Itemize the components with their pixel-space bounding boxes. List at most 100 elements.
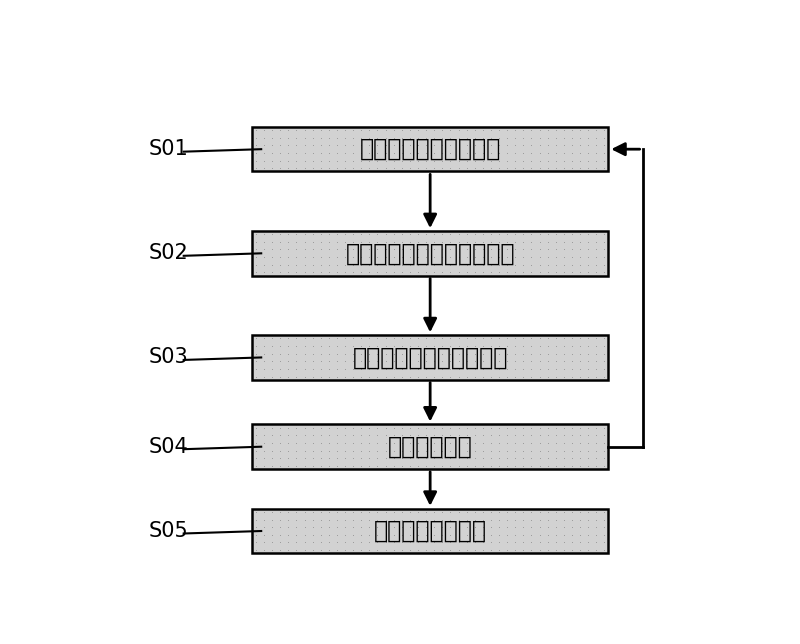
Point	[525, 333, 538, 343]
Point	[338, 356, 351, 366]
Point	[574, 125, 586, 135]
Point	[355, 422, 368, 433]
Point	[460, 163, 473, 173]
Point	[346, 522, 359, 533]
Point	[501, 515, 514, 525]
Point	[258, 341, 270, 351]
Point	[574, 341, 586, 351]
Point	[266, 133, 278, 143]
Point	[379, 140, 392, 151]
Point	[590, 348, 602, 359]
Point	[574, 430, 586, 440]
Point	[258, 529, 270, 540]
Point	[533, 372, 546, 382]
Point	[590, 140, 602, 151]
Point	[306, 438, 319, 448]
Point	[395, 341, 408, 351]
Point	[501, 140, 514, 151]
Point	[403, 155, 416, 166]
Point	[436, 522, 449, 533]
Point	[379, 507, 392, 517]
Point	[371, 430, 384, 440]
Point	[355, 364, 368, 374]
Point	[485, 515, 498, 525]
Point	[314, 333, 327, 343]
Point	[428, 515, 441, 525]
Point	[298, 333, 311, 343]
Point	[468, 529, 481, 540]
Point	[428, 529, 441, 540]
Point	[371, 522, 384, 533]
Point	[428, 364, 441, 374]
Point	[420, 364, 433, 374]
Point	[452, 348, 465, 359]
Point	[266, 522, 278, 533]
Point	[363, 237, 376, 247]
Point	[420, 515, 433, 525]
Point	[558, 333, 570, 343]
Point	[411, 430, 424, 440]
Point	[542, 438, 554, 448]
Point	[444, 460, 457, 471]
Point	[282, 155, 294, 166]
Point	[533, 237, 546, 247]
Point	[517, 453, 530, 463]
Point	[338, 545, 351, 555]
Point	[355, 438, 368, 448]
Point	[477, 507, 490, 517]
Point	[444, 341, 457, 351]
Point	[258, 515, 270, 525]
Point	[403, 125, 416, 135]
Point	[444, 244, 457, 254]
Point	[387, 537, 400, 547]
Point	[468, 148, 481, 158]
Point	[371, 507, 384, 517]
Point	[436, 529, 449, 540]
Point	[250, 237, 262, 247]
Point	[509, 522, 522, 533]
Point	[444, 333, 457, 343]
Point	[436, 422, 449, 433]
Point	[346, 163, 359, 173]
Bar	[252, 127, 608, 171]
Point	[452, 155, 465, 166]
Point	[509, 267, 522, 278]
Point	[468, 333, 481, 343]
Point	[314, 341, 327, 351]
Point	[338, 529, 351, 540]
Point	[395, 155, 408, 166]
Point	[542, 163, 554, 173]
Point	[558, 460, 570, 471]
Point	[533, 545, 546, 555]
Point	[411, 155, 424, 166]
Point	[363, 163, 376, 173]
Point	[387, 244, 400, 254]
Point	[403, 260, 416, 270]
Point	[509, 260, 522, 270]
Point	[525, 148, 538, 158]
Point	[509, 446, 522, 456]
Point	[355, 430, 368, 440]
Point	[338, 237, 351, 247]
Point	[395, 140, 408, 151]
Point	[338, 260, 351, 270]
Point	[542, 422, 554, 433]
Point	[550, 133, 562, 143]
Point	[355, 453, 368, 463]
Point	[371, 422, 384, 433]
Point	[550, 545, 562, 555]
Point	[363, 364, 376, 374]
Point	[258, 252, 270, 262]
Point	[363, 446, 376, 456]
Point	[574, 348, 586, 359]
Point	[266, 537, 278, 547]
Point	[322, 529, 335, 540]
Point	[282, 438, 294, 448]
Point	[590, 430, 602, 440]
Point	[322, 356, 335, 366]
Point	[598, 155, 610, 166]
Point	[306, 460, 319, 471]
Point	[558, 133, 570, 143]
Point	[550, 348, 562, 359]
Point	[403, 372, 416, 382]
